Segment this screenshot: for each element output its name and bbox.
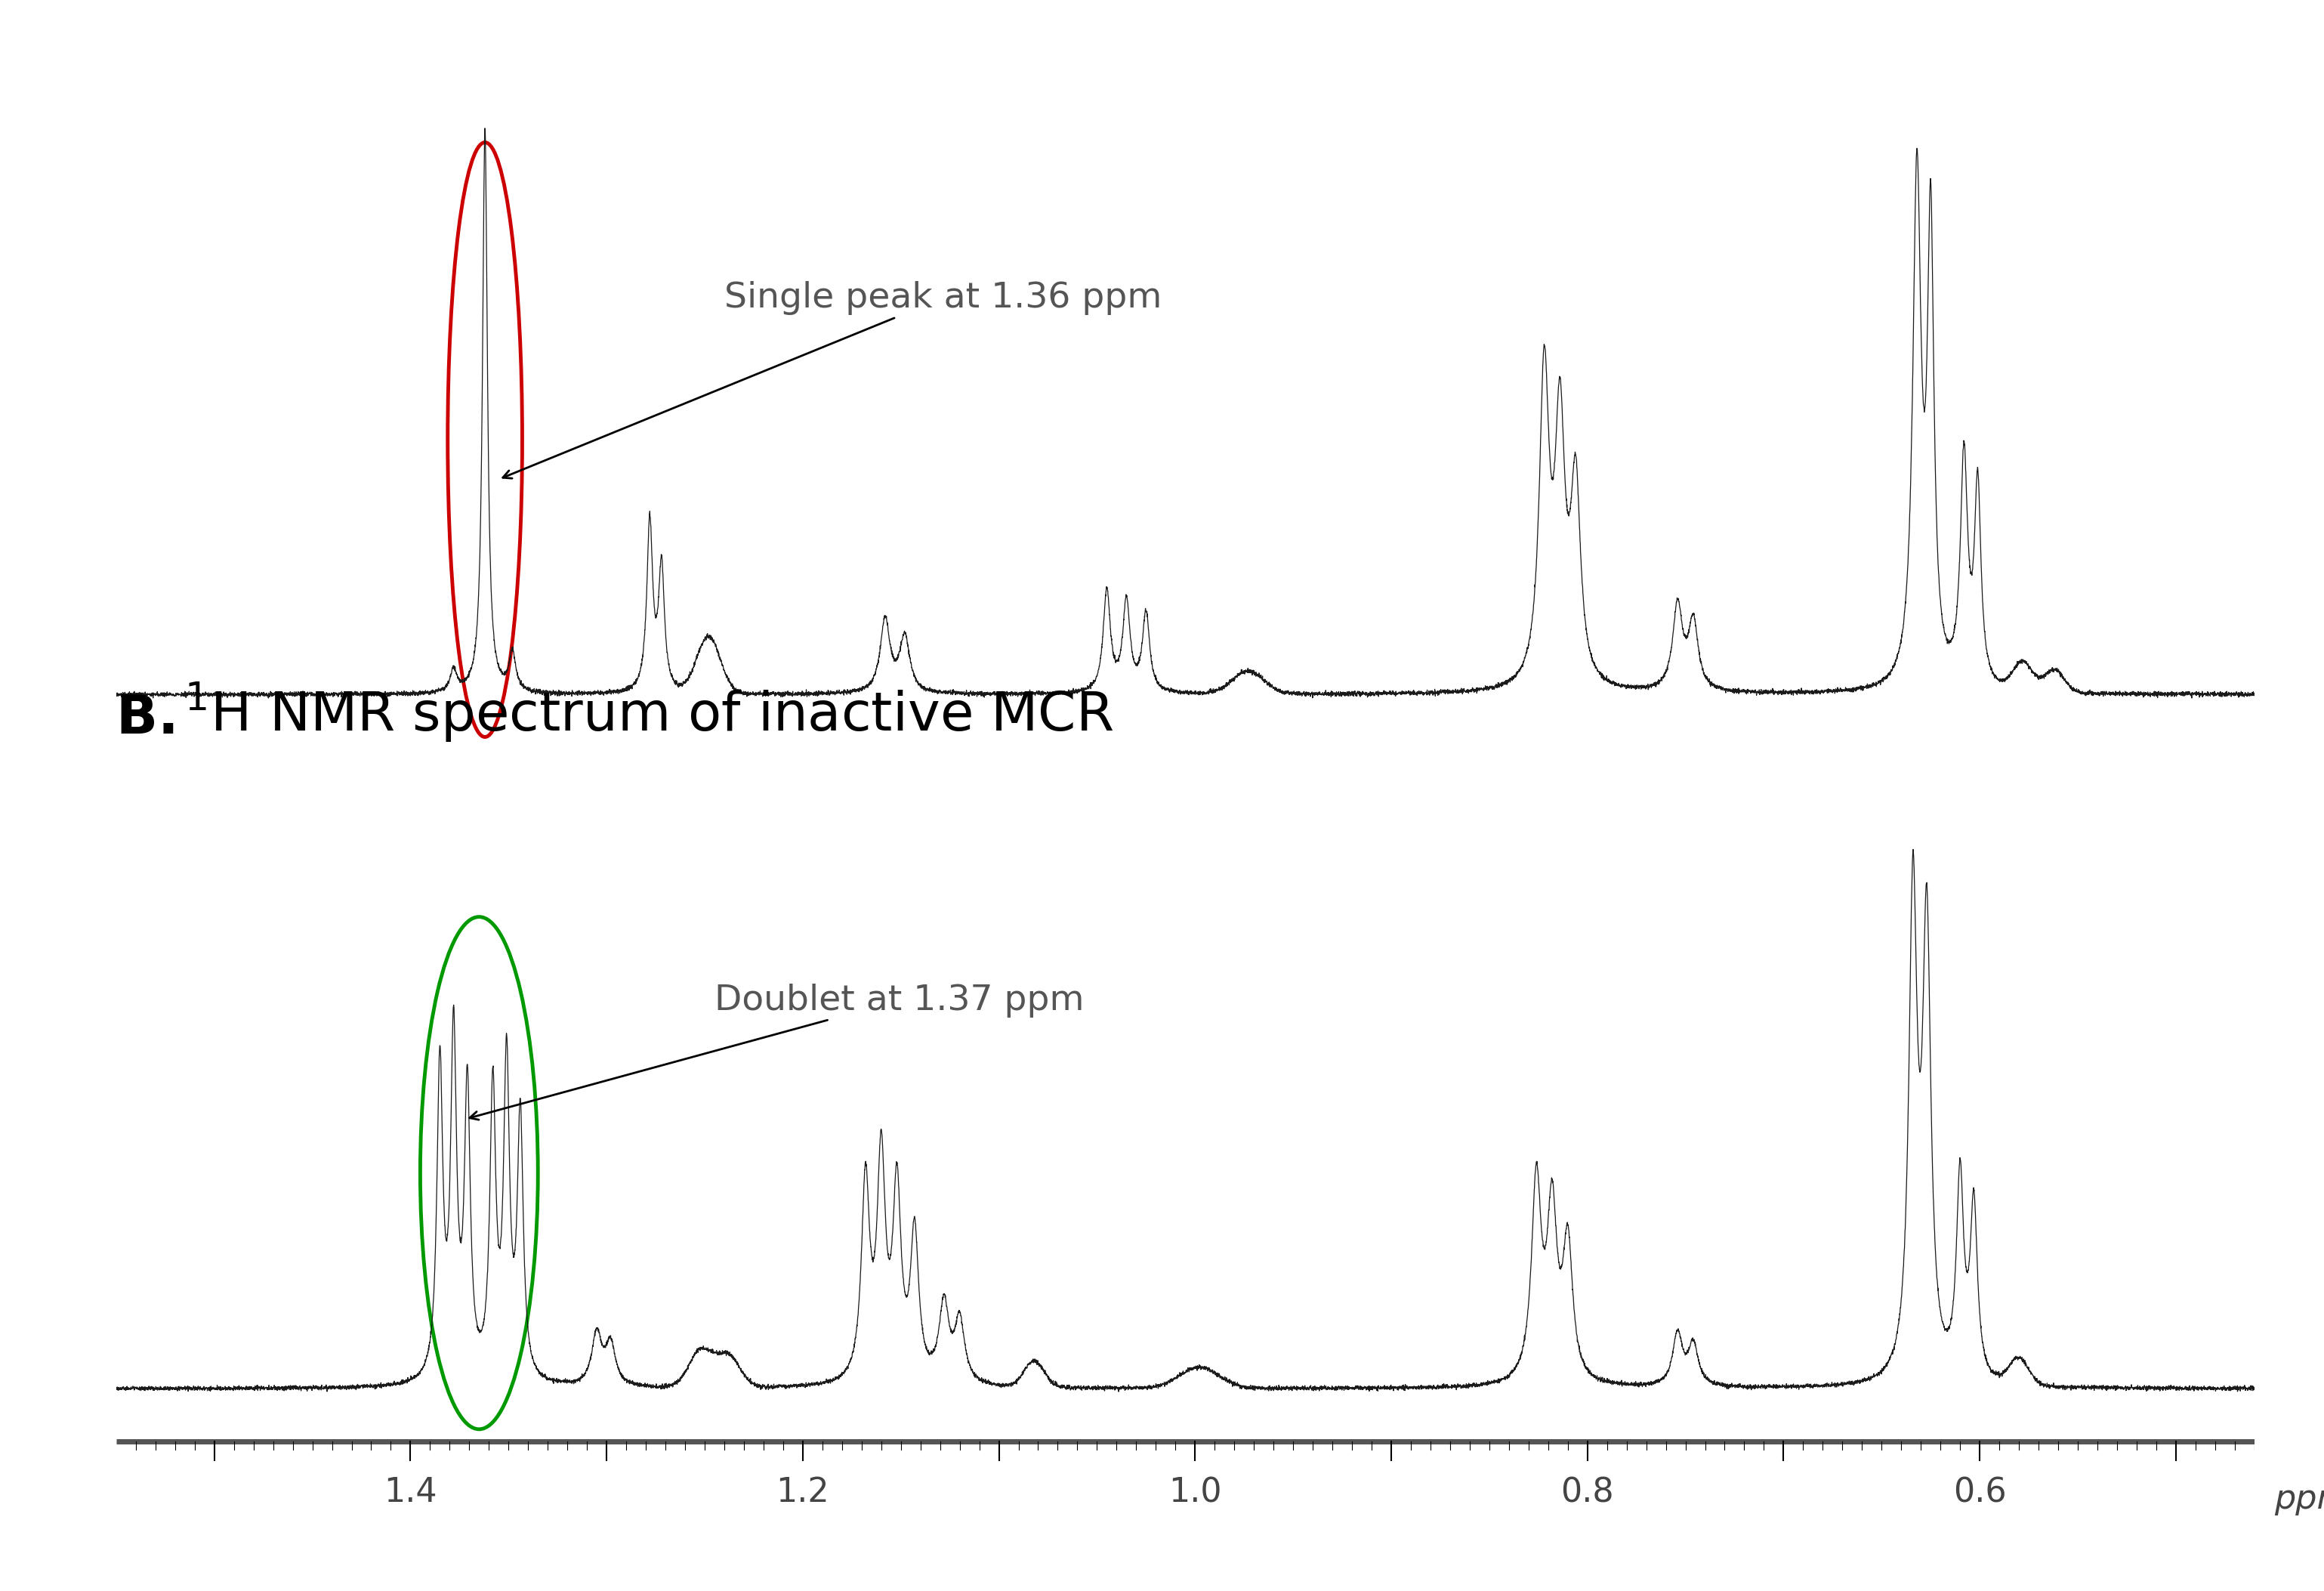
Text: 1.0: 1.0 — [1169, 1476, 1222, 1508]
Text: B.: B. — [116, 692, 198, 745]
Text: 0.6: 0.6 — [1952, 1476, 2006, 1508]
Text: $^{1}$H NMR spectrum of inactive MCR: $^{1}$H NMR spectrum of inactive MCR — [184, 679, 1113, 745]
Text: 1.4: 1.4 — [383, 1476, 437, 1508]
Text: ppm: ppm — [2273, 1483, 2324, 1515]
Text: Single peak at 1.36 ppm: Single peak at 1.36 ppm — [502, 282, 1162, 479]
Text: 0.8: 0.8 — [1562, 1476, 1615, 1508]
Text: 1.2: 1.2 — [776, 1476, 830, 1508]
Text: Doublet at 1.37 ppm: Doublet at 1.37 ppm — [469, 983, 1085, 1120]
